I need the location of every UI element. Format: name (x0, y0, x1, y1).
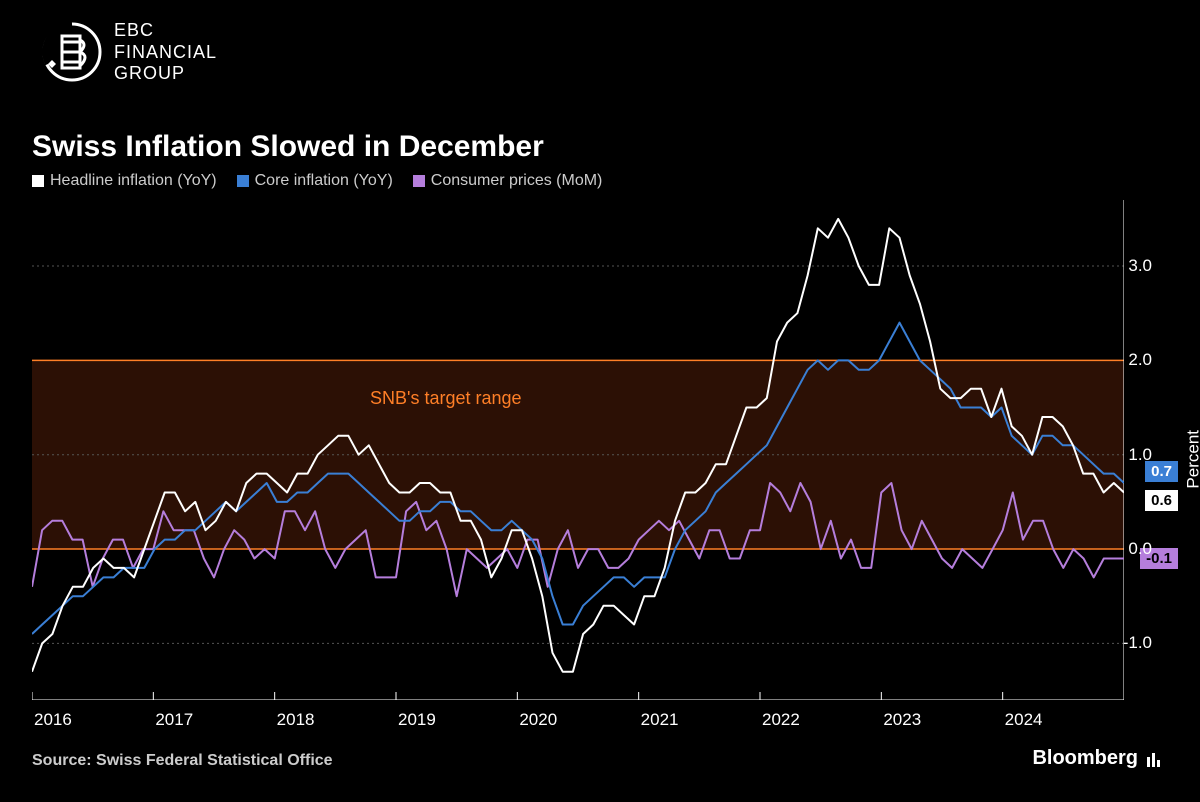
attribution-text: Bloomberg (1032, 747, 1138, 770)
line-chart-svg (32, 200, 1124, 700)
x-tick-label: 2019 (398, 710, 436, 730)
ebc-logo-icon (40, 20, 104, 84)
source-text: Source: Swiss Federal Statistical Office (32, 752, 333, 770)
chart-legend: Headline inflation (YoY) Core inflation … (32, 172, 602, 190)
y-tick-label: 2.0 (1128, 350, 1152, 370)
logo-text: EBC FINANCIAL GROUP (114, 20, 217, 85)
legend-swatch-consumer (413, 175, 425, 187)
logo-block: EBC FINANCIAL GROUP (40, 20, 217, 85)
logo-line2: FINANCIAL (114, 42, 217, 64)
legend-item-core: Core inflation (YoY) (237, 172, 393, 190)
legend-label-headline: Headline inflation (YoY) (50, 172, 217, 190)
chart-title: Swiss Inflation Slowed in December (32, 130, 544, 164)
x-tick-label: 2018 (277, 710, 315, 730)
chart-area (32, 200, 1124, 700)
legend-swatch-headline (32, 175, 44, 187)
y-tick-label: -1.0 (1123, 633, 1152, 653)
x-tick-label: 2023 (883, 710, 921, 730)
y-tick-label: 0.0 (1128, 539, 1152, 559)
logo-line3: GROUP (114, 63, 217, 85)
legend-item-consumer: Consumer prices (MoM) (413, 172, 603, 190)
bloomberg-icon (1146, 750, 1164, 768)
legend-label-core: Core inflation (YoY) (255, 172, 393, 190)
legend-swatch-core (237, 175, 249, 187)
x-tick-label: 2016 (34, 710, 72, 730)
x-tick-label: 2017 (155, 710, 193, 730)
y-tick-label: 1.0 (1128, 445, 1152, 465)
legend-item-headline: Headline inflation (YoY) (32, 172, 217, 190)
attribution: Bloomberg (1032, 747, 1164, 770)
y-tick-label: 3.0 (1128, 256, 1152, 276)
x-tick-label: 2020 (519, 710, 557, 730)
x-tick-label: 2021 (641, 710, 679, 730)
end-label-headline: 0.6 (1145, 490, 1178, 511)
logo-line1: EBC (114, 20, 217, 42)
y-axis-label: Percent (1184, 430, 1200, 489)
x-tick-label: 2022 (762, 710, 800, 730)
x-tick-label: 2024 (1005, 710, 1043, 730)
legend-label-consumer: Consumer prices (MoM) (431, 172, 603, 190)
target-range-annotation: SNB's target range (370, 388, 522, 409)
